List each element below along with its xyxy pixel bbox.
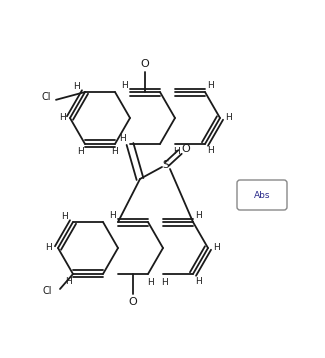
Text: H: H: [174, 147, 180, 156]
Text: H: H: [214, 243, 220, 252]
Text: H: H: [77, 147, 84, 156]
Text: H: H: [148, 279, 154, 287]
Text: Cl: Cl: [42, 286, 52, 296]
Text: H: H: [226, 113, 232, 122]
Text: H: H: [109, 211, 115, 219]
Text: H: H: [162, 279, 168, 287]
Text: H: H: [121, 81, 127, 90]
Text: H: H: [119, 135, 125, 144]
Text: H: H: [62, 212, 68, 221]
Text: H: H: [65, 277, 72, 286]
Text: H: H: [208, 81, 215, 90]
Text: Cl: Cl: [41, 92, 51, 102]
Text: H: H: [208, 146, 215, 155]
Text: H: H: [58, 113, 65, 122]
Text: H: H: [195, 277, 202, 286]
Text: O: O: [141, 59, 150, 69]
Text: H: H: [74, 82, 80, 91]
Text: Abs: Abs: [254, 190, 270, 199]
Text: O: O: [129, 297, 137, 307]
Text: O: O: [182, 144, 190, 154]
Text: H: H: [111, 147, 118, 156]
FancyBboxPatch shape: [237, 180, 287, 210]
Text: H: H: [196, 211, 202, 219]
Text: H: H: [46, 243, 52, 252]
Text: S: S: [163, 160, 169, 170]
